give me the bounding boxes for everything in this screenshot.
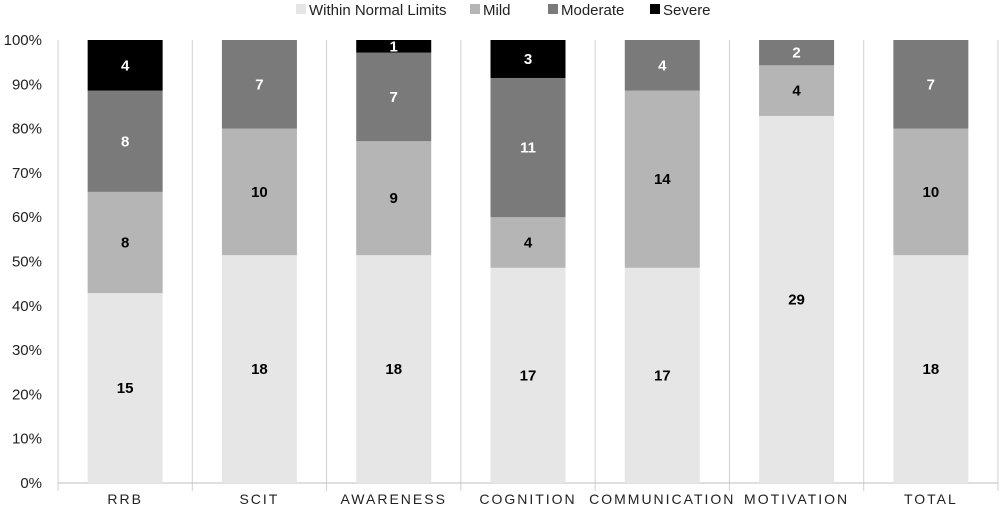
bar-segment-mild: [624, 90, 700, 268]
y-tick-label: 60%: [12, 209, 42, 226]
y-tick-label: 70%: [12, 165, 42, 182]
legend-item-severe: Severe: [650, 2, 711, 19]
bar-segment-mild: [759, 65, 835, 116]
y-tick-label: 50%: [12, 254, 42, 271]
bar-value-label: 11: [520, 140, 536, 157]
bar-segment-within-normal-limits: [356, 255, 432, 483]
y-tick-label: 0%: [20, 475, 42, 492]
bar-segment-severe: [356, 40, 432, 53]
bar-segment-moderate: [624, 40, 700, 91]
bars: 15 8 8 4 18 10 7 18 9 7 1 17 4 11 3 17 14 4 29 4 2 18 10 7: [87, 38, 969, 483]
bar-value-label: 17: [520, 367, 537, 384]
legend-item-moderate: Moderate: [548, 2, 624, 19]
bar-segment-moderate: [893, 40, 969, 129]
bar-value-label: 29: [788, 291, 805, 308]
y-axis: 0% 10% 20% 30% 40% 50% 60% 70% 80% 90% 100%: [4, 32, 42, 492]
bar-value-label: 2: [792, 45, 800, 62]
bar-total: 18 10 7: [893, 40, 969, 483]
bar-segment-mild: [356, 141, 432, 256]
bar-value-label: 17: [654, 367, 671, 384]
y-tick-label: 40%: [12, 298, 42, 315]
bar-value-label: 8: [121, 235, 129, 252]
bar-value-label: 15: [117, 380, 134, 397]
bar-rrb: 15 8 8 4: [87, 40, 163, 483]
legend-label-moderate: Moderate: [561, 2, 624, 19]
bar-value-label: 4: [658, 57, 667, 74]
bar-cognition: 17 4 11 3: [490, 40, 566, 483]
bar-segment-within-normal-limits: [221, 255, 297, 483]
bar-value-label: 3: [524, 51, 532, 68]
bar-value-label: 9: [390, 190, 398, 207]
bar-value-label: 7: [255, 76, 263, 93]
bar-awareness: 18 9 7 1: [356, 38, 432, 483]
bar-value-label: 10: [923, 184, 940, 201]
legend-swatch-severe: [650, 4, 660, 14]
legend-label-mild: Mild: [483, 2, 511, 19]
bar-value-label: 7: [927, 76, 935, 93]
bar-segment-moderate: [759, 40, 835, 66]
bar-communication: 17 14 4: [624, 40, 700, 483]
bar-segment-within-normal-limits: [759, 115, 835, 483]
bar-segment-within-normal-limits: [624, 267, 700, 483]
bar-segment-mild: [221, 128, 297, 256]
bar-segment-moderate: [490, 77, 566, 218]
bar-value-label: 4: [524, 235, 533, 252]
x-tick-label: AWARENESS: [340, 491, 446, 507]
bar-motivation: 29 4 2: [759, 40, 835, 483]
x-tick-label: COMMUNICATION: [589, 491, 735, 507]
x-tick-label: RRB: [107, 491, 143, 507]
legend-item-mild: Mild: [470, 2, 511, 19]
bar-value-label: 4: [121, 57, 130, 74]
bar-segment-mild: [893, 128, 969, 256]
legend-swatch-mild: [470, 4, 480, 14]
bar-value-label: 1: [390, 38, 398, 55]
legend: Within Normal Limits Mild Moderate Severe: [296, 2, 711, 19]
y-tick-label: 90%: [12, 76, 42, 93]
legend-label-within-normal-limits: Within Normal Limits: [309, 2, 447, 19]
bar-value-label: 18: [385, 361, 402, 378]
y-tick-label: 80%: [12, 121, 42, 138]
x-axis: RRB SCIT AWARENESS COGNITION COMMUNICATION MO…: [107, 491, 958, 507]
bar-segment-within-normal-limits: [87, 293, 163, 483]
bar-value-label: 10: [251, 184, 268, 201]
legend-item-within-normal-limits: Within Normal Limits: [296, 2, 447, 19]
bar-segment-within-normal-limits: [893, 255, 969, 483]
y-tick-label: 30%: [12, 342, 42, 359]
bar-scit: 18 10 7: [221, 40, 297, 483]
legend-label-severe: Severe: [663, 2, 711, 19]
bar-segment-moderate: [87, 90, 163, 192]
bar-segment-moderate: [356, 52, 432, 142]
x-tick-label: COGNITION: [479, 491, 576, 507]
y-tick-label: 20%: [12, 386, 42, 403]
bar-value-label: 4: [792, 83, 801, 100]
bar-value-label: 14: [654, 171, 671, 188]
bar-segment-severe: [87, 40, 163, 91]
legend-swatch-within-normal-limits: [296, 4, 306, 14]
x-tick-label: MOTIVATION: [744, 491, 849, 507]
bar-value-label: 18: [251, 361, 268, 378]
bar-value-label: 7: [390, 89, 398, 106]
legend-swatch-moderate: [548, 4, 558, 14]
bar-value-label: 18: [923, 361, 940, 378]
bar-segment-moderate: [221, 40, 297, 129]
bar-segment-mild: [490, 217, 566, 268]
bar-segment-within-normal-limits: [490, 267, 566, 483]
bar-value-label: 8: [121, 133, 129, 150]
x-tick-label: SCIT: [239, 491, 279, 507]
y-tick-label: 10%: [12, 431, 42, 448]
bar-segment-mild: [87, 191, 163, 294]
y-tick-label: 100%: [4, 32, 42, 49]
x-tick-label: TOTAL: [904, 491, 958, 507]
bar-segment-severe: [490, 40, 566, 78]
